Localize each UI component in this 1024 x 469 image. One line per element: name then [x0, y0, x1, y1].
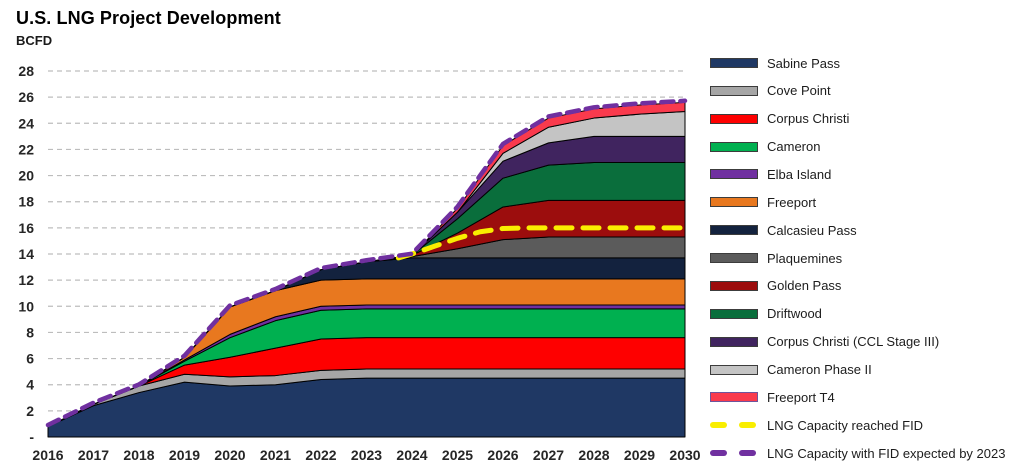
y-axis-tick-label: 4 — [26, 377, 34, 393]
y-axis-tick-label: 12 — [18, 272, 34, 288]
y-axis-tick-label: 16 — [18, 220, 34, 236]
x-axis-tick-label: 2030 — [669, 447, 700, 463]
x-axis-tick-label: 2024 — [396, 447, 427, 463]
x-axis-tick-label: 2019 — [169, 447, 200, 463]
x-axis-tick-label: 2022 — [305, 447, 336, 463]
area-series-freeport-t4 — [47, 101, 686, 428]
y-axis-tick-label: 10 — [18, 298, 34, 314]
chart-title: U.S. LNG Project Development — [16, 8, 281, 28]
overlay-line-lng-capacity-reached-fid — [395, 225, 688, 261]
y-axis-unit-label: BCFD — [16, 33, 53, 48]
y-axis-tick-label: 8 — [26, 324, 34, 340]
overlay-line-lng-capacity-with-fid-expected-by-2023 — [45, 98, 688, 428]
x-axis-tick-label: 2018 — [123, 447, 154, 463]
y-axis-tick-label: 28 — [18, 63, 34, 79]
x-axis-tick-label: 2017 — [78, 447, 109, 463]
x-axis-tick-label: 2025 — [442, 447, 473, 463]
x-axis-tick-label: 2029 — [624, 447, 655, 463]
y-axis-tick-label: 18 — [18, 194, 34, 210]
y-axis-tick-label: 6 — [26, 351, 34, 367]
y-axis-tick-label: 24 — [18, 115, 34, 131]
x-axis-tick-label: 2021 — [260, 447, 291, 463]
y-axis-tick-label: 20 — [18, 168, 34, 184]
x-axis-tick-label: 2023 — [351, 447, 382, 463]
y-axis-tick-label: 14 — [18, 246, 34, 262]
x-axis-tick-label: 2020 — [214, 447, 245, 463]
y-axis-tick-label: 22 — [18, 141, 34, 157]
x-axis-tick-label: 2016 — [32, 447, 63, 463]
y-axis-tick-label: 2 — [26, 403, 34, 419]
y-axis-tick-label: 26 — [18, 89, 34, 105]
x-axis-tick-label: 2026 — [487, 447, 518, 463]
x-axis-tick-label: 2027 — [533, 447, 564, 463]
x-axis-tick-label: 2028 — [578, 447, 609, 463]
y-axis-zero-label: - — [29, 429, 34, 445]
